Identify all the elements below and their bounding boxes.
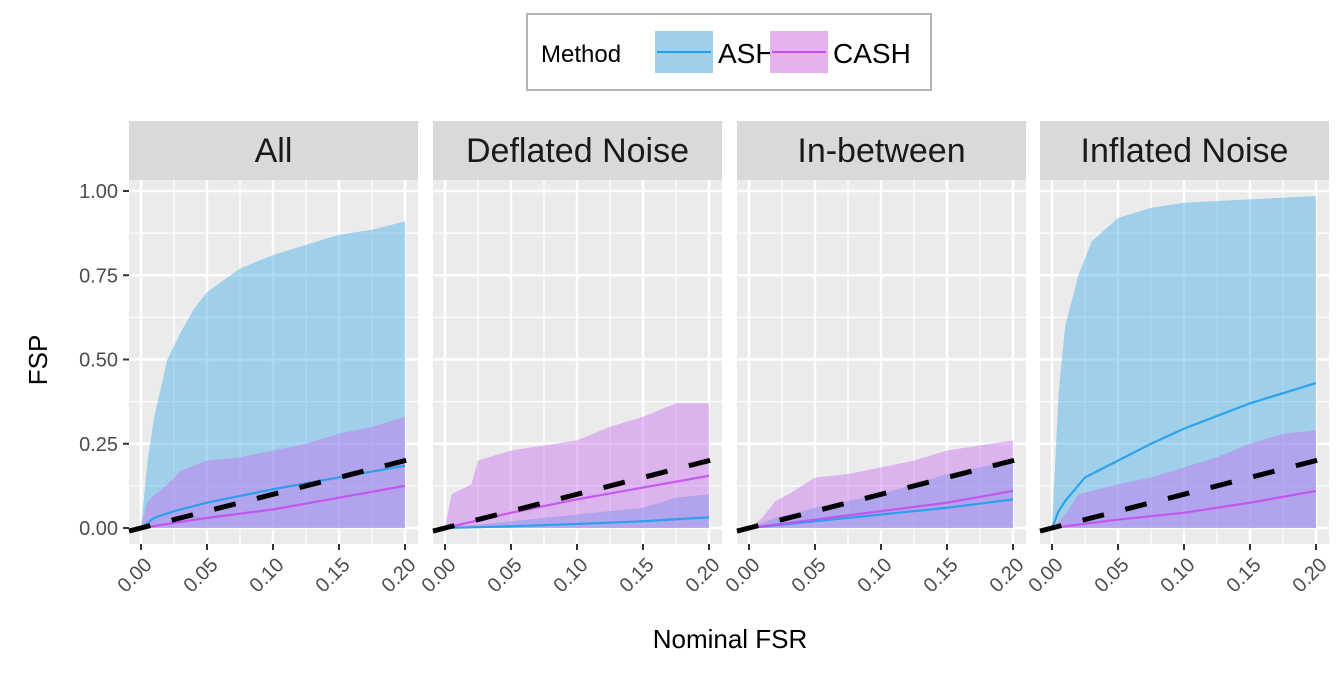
x-tick-label: 0.05 xyxy=(1090,554,1133,597)
ash-mean-line xyxy=(748,498,1014,530)
y-axis: 0.00 0.25 0.50 0.75 1.00 xyxy=(79,181,129,540)
identity-reference-line xyxy=(736,454,1027,534)
panel-title: In-between xyxy=(797,132,965,170)
x-tick-label: 0.10 xyxy=(245,554,288,597)
panel-strip xyxy=(129,121,418,180)
x-tick-label: 0.10 xyxy=(549,554,592,597)
x-tick-label: 0.20 xyxy=(377,554,420,597)
x-tick-label: 0.20 xyxy=(681,554,724,597)
legend-title: Method xyxy=(541,41,621,68)
x-tick-label: 0.00 xyxy=(721,554,764,597)
legend: Method ASH CASH xyxy=(526,13,932,91)
identity-reference-line xyxy=(128,454,419,534)
x-tick-label: 0.05 xyxy=(483,554,526,597)
y-axis-title: FSP xyxy=(23,335,53,386)
legend-label-ash: ASH xyxy=(718,38,776,69)
y-tick-label: 0.75 xyxy=(79,265,118,287)
y-tick-label: 0.00 xyxy=(79,518,118,540)
cash-band xyxy=(749,440,1013,528)
ash-band xyxy=(445,494,709,528)
x-tick-label: 0.10 xyxy=(1156,554,1199,597)
x-tick-label: 0.15 xyxy=(1222,554,1265,597)
y-tick-label: 0.50 xyxy=(79,350,118,372)
x-tick-label: 0.00 xyxy=(113,554,156,597)
panel-strip xyxy=(433,121,722,180)
cash-band xyxy=(445,403,709,528)
x-tick-label: 0.00 xyxy=(417,554,460,597)
cash-band xyxy=(141,416,405,528)
ash-band xyxy=(141,221,405,528)
x-tick-label: 0.20 xyxy=(985,554,1028,597)
x-axis-title: Nominal FSR xyxy=(653,624,808,654)
ash-mean-line xyxy=(1050,382,1317,529)
y-tick-label: 1.00 xyxy=(79,181,118,203)
cash-mean-line xyxy=(1051,489,1317,530)
x-tick-label: 0.15 xyxy=(919,554,962,597)
panel-inflated-noise: Inflated Noise 0.00 0.05 0.10 0.15 0.20 xyxy=(1024,121,1332,597)
panel-strip xyxy=(1040,121,1329,180)
panel-title: Deflated Noise xyxy=(466,132,689,170)
panel-title: Inflated Noise xyxy=(1081,132,1289,170)
cash-mean-line xyxy=(748,489,1014,530)
panel-strip xyxy=(737,121,1026,180)
legend-box xyxy=(526,13,932,91)
y-tick-label: 0.25 xyxy=(79,434,118,456)
panel-deflated-noise: Deflated Noise 0.00 0.05 0.10 0.15 0.20 xyxy=(417,121,725,597)
panel-all: All 0.00 0.05 0.10 0.15 0.20 xyxy=(113,121,421,597)
panel-title: All xyxy=(255,132,293,170)
legend-label-cash: CASH xyxy=(833,38,911,69)
x-tick-label: 0.05 xyxy=(787,554,830,597)
x-tick-label: 0.00 xyxy=(1024,554,1067,597)
x-tick-label: 0.20 xyxy=(1288,554,1331,597)
x-tick-label: 0.10 xyxy=(853,554,896,597)
ash-mean-line xyxy=(140,464,406,529)
identity-reference-line xyxy=(432,454,723,534)
ash-band xyxy=(1052,196,1316,528)
x-tick-label: 0.15 xyxy=(615,554,658,597)
identity-reference-line xyxy=(1039,454,1330,534)
x-tick-label: 0.05 xyxy=(179,554,222,597)
x-tick-label: 0.15 xyxy=(311,554,354,597)
cash-mean-line xyxy=(140,484,406,530)
ash-mean-line xyxy=(444,516,710,530)
panel-in-between: In-between 0.00 0.05 0.10 0.15 0.20 xyxy=(721,121,1029,597)
